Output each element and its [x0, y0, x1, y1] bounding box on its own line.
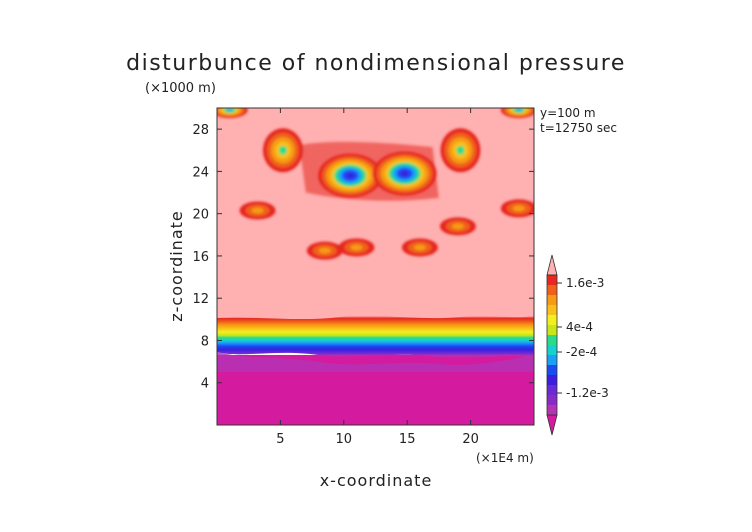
contour-blob	[439, 217, 476, 236]
x-tick-label: 15	[399, 432, 416, 447]
colorbar	[546, 254, 558, 436]
y-tick-label: 28	[192, 123, 209, 138]
colorbar-label: -2e-4	[566, 345, 597, 359]
x-tick-label: 10	[336, 432, 353, 447]
contour-blob	[500, 108, 534, 119]
contour-ring	[413, 244, 426, 251]
contour-blob	[372, 151, 437, 196]
contour-blob	[217, 108, 248, 119]
disturbance-blobs	[217, 108, 534, 260]
colorbar-segment	[547, 275, 557, 285]
colorbar-segment	[547, 355, 557, 365]
annotation-y-position: y=100 m	[540, 106, 596, 120]
colorbar-segment	[547, 375, 557, 385]
contour-blob	[262, 128, 303, 173]
contour-blob	[239, 201, 276, 220]
colorbar-label: 1.6e-3	[566, 276, 604, 290]
colorbar-segment	[547, 305, 557, 315]
colorbar-labels: 1.6e-3 4e-4 -2e-4 -1.2e-3	[557, 276, 609, 400]
x-axis-label: x-coordinate	[320, 471, 433, 490]
colorbar-frame	[546, 274, 558, 416]
contour-blob	[401, 238, 438, 257]
y-tick-label: 8	[201, 334, 209, 349]
contour-ring	[278, 145, 287, 155]
y-axis-label: z-coordinate	[167, 210, 186, 322]
annotation-time: t=12750 sec	[540, 121, 617, 135]
contour-blob	[318, 153, 383, 198]
contour-ring	[350, 244, 363, 251]
mid-purple-patch	[217, 352, 534, 372]
colorbar-segment	[547, 325, 557, 335]
y-unit-label: (×1000 m)	[145, 81, 216, 96]
y-axis-ticks: 4 8 12 16 20 24 28	[192, 123, 534, 392]
colorbar-segment	[547, 295, 557, 305]
contour-ring	[226, 108, 233, 112]
contour-ring	[512, 205, 525, 212]
plot-frame	[216, 107, 535, 426]
colorbar-segment	[547, 335, 557, 345]
x-unit-label: (×1E4 m)	[476, 451, 534, 465]
x-tick-label: 5	[276, 432, 284, 447]
contour-ring	[346, 172, 355, 179]
contour-blob	[500, 199, 534, 218]
contour-blob	[338, 238, 375, 257]
colorbar-arrow-top	[546, 254, 558, 276]
y-tick-label: 16	[192, 250, 209, 265]
contour-ring	[400, 170, 409, 177]
contour-ring	[318, 247, 331, 254]
transition-band	[217, 315, 534, 358]
y-tick-label: 24	[192, 165, 209, 180]
colorbar-segment	[547, 405, 557, 415]
x-tick-label: 20	[462, 432, 479, 447]
colorbar-segment	[547, 285, 557, 295]
y-tick-label: 4	[201, 377, 209, 392]
colorbar-segment	[547, 395, 557, 405]
upper-field	[217, 108, 534, 330]
contour-blob	[306, 241, 343, 260]
x-axis-ticks: 5 10 15 20	[276, 108, 479, 447]
colorbar-label: 4e-4	[566, 320, 593, 334]
y-tick-label: 12	[192, 292, 209, 307]
contour-blob	[440, 128, 481, 173]
colorbar-arrow-bottom	[546, 414, 558, 436]
colorbar-label: -1.2e-3	[566, 386, 609, 400]
plot-area	[217, 108, 534, 425]
colorbar-segment	[547, 365, 557, 375]
colorbar-segment	[547, 315, 557, 325]
colorbar-segment	[547, 385, 557, 395]
chart-title: disturbunce of nondimensional pressure	[126, 51, 626, 76]
contour-ring	[456, 145, 465, 155]
contour-ring	[251, 207, 264, 214]
y-tick-label: 20	[192, 208, 209, 223]
contour-ring	[451, 223, 464, 230]
contour-ring	[515, 108, 522, 112]
colorbar-segment	[547, 345, 557, 355]
